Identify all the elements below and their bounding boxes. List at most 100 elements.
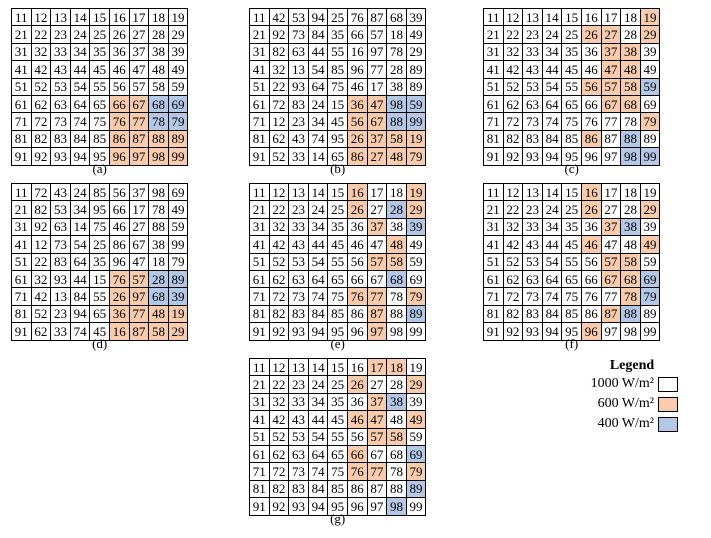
module-cell: 42 bbox=[502, 235, 524, 254]
module-cell: 83 bbox=[288, 479, 309, 499]
module-cell: 49 bbox=[639, 235, 661, 254]
module-cell: 42 bbox=[30, 60, 52, 79]
module-cell: 74 bbox=[307, 462, 329, 481]
module-cell: 16 bbox=[346, 357, 368, 377]
module-cell: 13 bbox=[522, 7, 543, 27]
module-cell: 54 bbox=[541, 252, 563, 271]
module-cell: 49 bbox=[405, 410, 427, 429]
module-cell: 75 bbox=[561, 287, 582, 306]
module-cell: 54 bbox=[541, 77, 563, 96]
module-cell: 37 bbox=[128, 42, 150, 62]
module-cell: 29 bbox=[167, 25, 189, 44]
module-cell: 66 bbox=[580, 94, 602, 114]
module-cell: 16 bbox=[346, 42, 368, 62]
module-cell: 78 bbox=[386, 287, 407, 306]
module-cell: 89 bbox=[639, 129, 661, 149]
module-cell: 86 bbox=[580, 304, 602, 324]
module-cell: 25 bbox=[561, 25, 582, 44]
module-cell: 93 bbox=[50, 147, 71, 166]
module-cell: 95 bbox=[89, 200, 110, 219]
module-cell: 61 bbox=[249, 444, 270, 464]
module-cell: 61 bbox=[483, 269, 504, 289]
grid-row: 51 52 53 54 55 56 57 58 59 bbox=[11, 77, 189, 96]
module-cell: 61 bbox=[11, 269, 32, 289]
module-cell: 94 bbox=[541, 147, 563, 166]
module-cell: 62 bbox=[30, 322, 52, 341]
module-cell: 84 bbox=[307, 304, 329, 324]
module-cell: 27 bbox=[366, 147, 388, 166]
grid-row: 31 82 63 44 55 16 97 78 29 bbox=[249, 42, 427, 62]
module-cell: 65 bbox=[89, 94, 110, 114]
module-cell: 45 bbox=[561, 60, 582, 79]
module-cell: 92 bbox=[268, 322, 290, 341]
module-cell: 29 bbox=[405, 200, 427, 219]
module-cell: 73 bbox=[522, 287, 543, 306]
grid-row: 61 62 63 64 65 66 67 68 69 bbox=[11, 94, 189, 114]
module-cell: 19 bbox=[167, 7, 189, 27]
module-cell: 19 bbox=[405, 357, 427, 377]
legend-item-600: 600 W/m² bbox=[566, 394, 678, 414]
module-cell: 78 bbox=[148, 200, 169, 219]
module-cell: 35 bbox=[89, 42, 110, 62]
module-cell: 49 bbox=[405, 25, 427, 44]
module-cell: 62 bbox=[502, 94, 524, 114]
module-cell: 48 bbox=[148, 304, 169, 324]
module-cell: 33 bbox=[288, 147, 309, 166]
module-cell: 81 bbox=[483, 129, 504, 149]
module-cell: 18 bbox=[386, 182, 407, 202]
module-cell: 24 bbox=[307, 94, 329, 114]
module-cell: 88 bbox=[386, 304, 407, 324]
module-cell: 81 bbox=[11, 129, 32, 149]
module-cell: 57 bbox=[366, 252, 388, 271]
module-cell: 87 bbox=[366, 7, 388, 27]
module-cell: 95 bbox=[89, 147, 110, 166]
module-cell: 66 bbox=[108, 94, 130, 114]
module-cell: 28 bbox=[620, 25, 641, 44]
grid-row: 81 82 83 84 85 86 87 88 89 bbox=[11, 129, 189, 149]
module-cell: 96 bbox=[346, 322, 368, 341]
grid-row: 81 82 83 84 85 86 87 88 89 bbox=[483, 129, 661, 149]
module-cell: 62 bbox=[268, 129, 290, 149]
module-cell: 55 bbox=[89, 287, 110, 306]
module-cell: 58 bbox=[386, 252, 407, 271]
module-cell: 39 bbox=[639, 42, 661, 62]
module-cell: 83 bbox=[522, 129, 543, 149]
module-cell: 94 bbox=[307, 497, 329, 516]
legend-label: 600 W/m² bbox=[597, 396, 654, 411]
module-cell: 86 bbox=[346, 147, 368, 166]
module-cell: 15 bbox=[327, 182, 348, 202]
module-cell: 49 bbox=[639, 60, 661, 79]
module-cell: 14 bbox=[307, 182, 329, 202]
grid-row: 11 12 13 14 15 16 17 18 19 bbox=[483, 7, 661, 27]
module-cell: 58 bbox=[620, 252, 641, 271]
module-cell: 68 bbox=[148, 94, 169, 114]
module-cell: 94 bbox=[307, 7, 329, 27]
module-cell: 87 bbox=[366, 304, 388, 324]
module-cell: 76 bbox=[346, 287, 368, 306]
grid-row: 21 82 53 34 95 66 17 78 49 bbox=[11, 200, 189, 219]
module-cell: 99 bbox=[639, 322, 661, 341]
panel-g: 11 12 13 14 15 16 17 18 19 21 22 23 24 25 26 27 28 29 31 32… bbox=[249, 357, 427, 526]
module-cell: 67 bbox=[366, 269, 388, 289]
module-cell: 44 bbox=[69, 269, 91, 289]
module-cell: 29 bbox=[167, 322, 189, 341]
module-cell: 74 bbox=[541, 112, 563, 131]
module-cell: 44 bbox=[541, 60, 563, 79]
module-cell: 16 bbox=[580, 7, 602, 27]
module-cell: 63 bbox=[288, 42, 309, 62]
module-cell: 77 bbox=[600, 287, 622, 306]
module-cell: 39 bbox=[167, 42, 189, 62]
module-cell: 98 bbox=[620, 147, 641, 166]
module-cell: 83 bbox=[522, 304, 543, 324]
module-cell: 14 bbox=[541, 182, 563, 202]
module-cell: 83 bbox=[50, 252, 71, 271]
module-cell: 67 bbox=[366, 112, 388, 131]
module-cell: 67 bbox=[128, 94, 150, 114]
module-cell: 86 bbox=[108, 235, 130, 254]
module-cell: 55 bbox=[327, 252, 348, 271]
module-cell: 27 bbox=[366, 200, 388, 219]
module-cell: 63 bbox=[522, 269, 543, 289]
grid-row: 61 32 93 44 15 76 57 28 89 bbox=[11, 269, 189, 289]
module-cell: 76 bbox=[346, 7, 368, 27]
module-cell: 74 bbox=[69, 322, 91, 341]
